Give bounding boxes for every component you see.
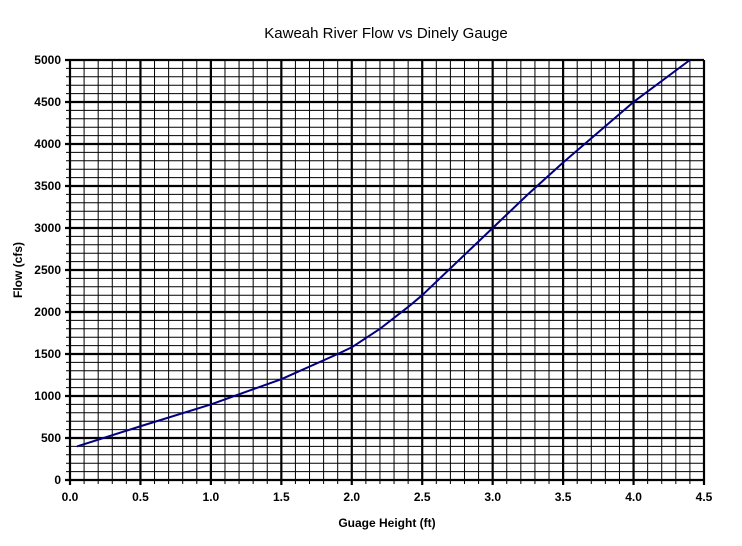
series (76, 59, 691, 448)
y-tick-label: 1000 (34, 389, 61, 403)
y-tick-label: 1500 (34, 347, 61, 361)
y-tick-label: 500 (41, 431, 61, 445)
y-tick-label: 3000 (34, 221, 61, 235)
x-tick-label: 2.0 (343, 490, 360, 504)
x-tick-label: 1.5 (273, 490, 290, 504)
x-tick-label: 4.0 (625, 490, 642, 504)
grid (65, 58, 706, 485)
y-tick-label: 3500 (34, 179, 61, 193)
chart-title: Kaweah River Flow vs Dinely Gauge (264, 25, 507, 42)
y-tick-label: 4000 (34, 137, 61, 151)
x-tick-label: 3.0 (484, 490, 501, 504)
x-tick-label: 0.5 (132, 490, 149, 504)
y-axis-label: Flow (cfs) (11, 242, 25, 298)
x-tick-label: 2.5 (414, 490, 431, 504)
y-tick-label: 0 (54, 473, 61, 487)
tick-labels: 0.0 0.5 1.0 1.5 2.0 2.5 3.0 3.5 4.0 4.5 0 500 1000 15… (34, 53, 712, 504)
x-tick-label: 4.5 (696, 490, 713, 504)
y-tick-label: 4500 (34, 95, 61, 109)
x-tick-label: 3.5 (555, 490, 572, 504)
x-axis-label: Guage Height (ft) (338, 516, 435, 530)
x-tick-label: 1.0 (203, 490, 220, 504)
y-tick-label: 5000 (34, 53, 61, 67)
x-tick-label: 0.0 (62, 490, 79, 504)
y-tick-label: 2000 (34, 305, 61, 319)
y-tick-label: 2500 (34, 263, 61, 277)
series-line (76, 59, 691, 448)
